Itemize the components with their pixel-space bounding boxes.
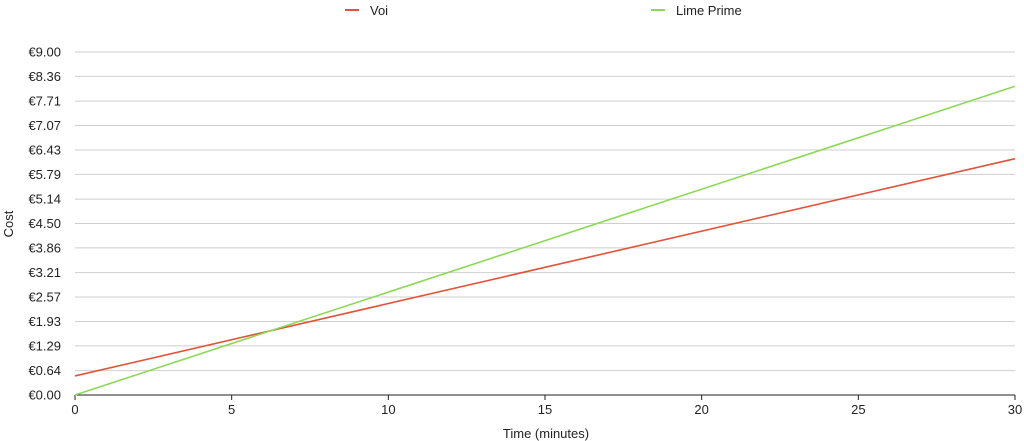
y-tick-label: €3.21	[28, 265, 61, 280]
legend-label-lime-prime: Lime Prime	[676, 3, 742, 18]
x-axis-ticks: 0 5 10 15 20 25 30	[71, 395, 1022, 417]
y-tick-label: €0.00	[28, 388, 61, 403]
legend-label-voi: Voi	[370, 3, 388, 18]
x-axis-label: Time (minutes)	[503, 426, 589, 441]
y-tick-label: €2.57	[28, 290, 61, 305]
legend: Voi Lime Prime	[345, 3, 742, 18]
y-tick-label: €4.50	[28, 216, 61, 231]
y-tick-label: €7.07	[28, 118, 61, 133]
y-axis-label: Cost	[1, 210, 16, 237]
x-tick-label: 15	[538, 402, 552, 417]
y-tick-label: €5.14	[28, 192, 61, 207]
series-line-lime-prime	[74, 85, 1016, 396]
x-tick-label: 10	[381, 402, 395, 417]
x-tick-label: 25	[851, 402, 865, 417]
y-tick-label: €1.93	[28, 314, 61, 329]
legend-item-lime-prime[interactable]: Lime Prime	[651, 3, 742, 18]
y-tick-label: €5.79	[28, 167, 61, 182]
y-tick-label: €7.71	[28, 94, 61, 109]
y-tick-label: €1.29	[28, 338, 61, 353]
y-tick-label: €0.64	[28, 363, 61, 378]
x-tick-label: 5	[228, 402, 235, 417]
y-tick-label: €9.00	[28, 45, 61, 60]
y-axis-ticks: €0.00 €0.64 €1.29 €1.93 €2.57 €3.21 €3.86 €4.50…	[28, 45, 61, 403]
x-tick-label: 20	[694, 402, 708, 417]
y-tick-label: €3.86	[28, 240, 61, 255]
legend-item-voi[interactable]: Voi	[345, 3, 388, 18]
x-tick-label: 30	[1008, 402, 1022, 417]
gridlines	[75, 51, 1015, 372]
series-lines	[74, 85, 1016, 396]
x-tick-label: 0	[71, 402, 78, 417]
series-line-voi	[74, 157, 1016, 377]
y-tick-label: €8.36	[28, 69, 61, 84]
y-tick-label: €6.43	[28, 142, 61, 157]
